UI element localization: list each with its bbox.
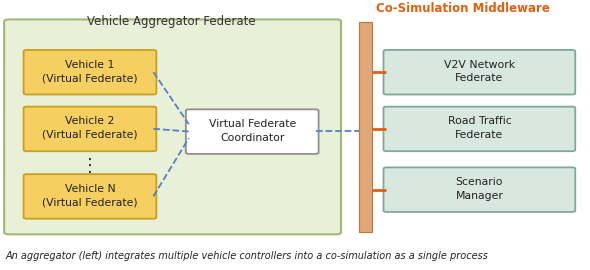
Bar	[359, 22, 372, 232]
FancyBboxPatch shape	[384, 167, 575, 212]
FancyBboxPatch shape	[186, 109, 319, 154]
Text: (Virtual Federate): (Virtual Federate)	[42, 73, 138, 83]
FancyBboxPatch shape	[24, 107, 156, 151]
Text: Coordinator: Coordinator	[220, 133, 284, 143]
Text: Road Traffic: Road Traffic	[447, 116, 512, 126]
Text: (Virtual Federate): (Virtual Federate)	[42, 130, 138, 140]
Text: Vehicle Aggregator Federate: Vehicle Aggregator Federate	[87, 15, 255, 28]
FancyBboxPatch shape	[4, 19, 341, 234]
Text: Federate: Federate	[455, 73, 503, 83]
Text: Vehicle N: Vehicle N	[64, 184, 116, 194]
FancyBboxPatch shape	[24, 174, 156, 219]
Text: (Virtual Federate): (Virtual Federate)	[42, 197, 138, 207]
FancyBboxPatch shape	[24, 50, 156, 94]
FancyBboxPatch shape	[384, 107, 575, 151]
Text: Co-Simulation Middleware: Co-Simulation Middleware	[376, 2, 550, 15]
FancyBboxPatch shape	[384, 50, 575, 94]
Text: Virtual Federate: Virtual Federate	[209, 119, 296, 129]
Text: Scenario: Scenario	[455, 177, 503, 187]
Text: Vehicle 1: Vehicle 1	[65, 60, 114, 70]
Text: Vehicle 2: Vehicle 2	[65, 116, 114, 126]
Text: ⋮: ⋮	[81, 157, 99, 175]
Text: An aggregator (left) integrates multiple vehicle controllers into a co-simulatio: An aggregator (left) integrates multiple…	[6, 251, 489, 261]
Text: Manager: Manager	[455, 191, 503, 201]
Text: V2V Network: V2V Network	[444, 60, 515, 70]
Text: Federate: Federate	[455, 130, 503, 140]
